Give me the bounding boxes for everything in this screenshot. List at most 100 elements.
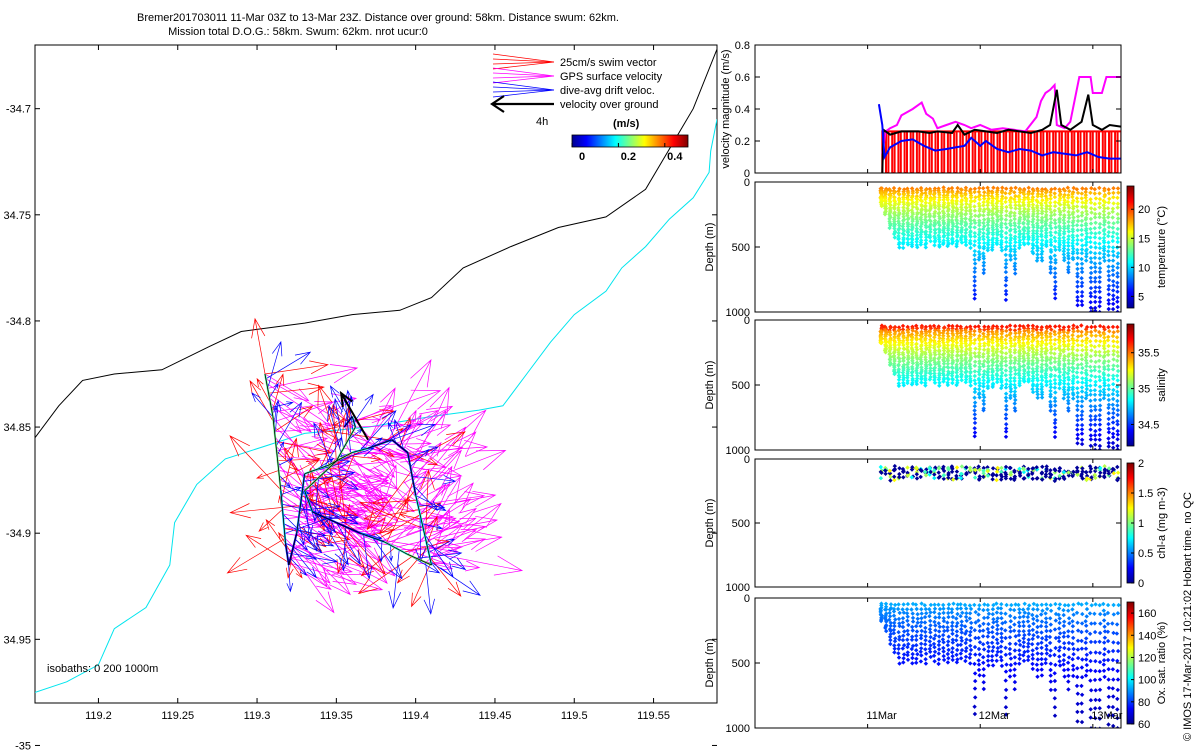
profile-point: [986, 193, 991, 198]
profile-point: [919, 641, 924, 646]
profile-point: [1039, 327, 1044, 332]
profile-point: [891, 606, 897, 612]
profile-point: [946, 467, 951, 472]
profile-point: [1008, 235, 1014, 241]
profile-point: [1026, 345, 1031, 351]
profile-point: [927, 340, 932, 345]
profile-point: [1080, 466, 1085, 471]
profile-point: [1097, 191, 1102, 196]
profile-point: [941, 473, 946, 478]
profile-point: [986, 644, 991, 650]
profile-point: [1039, 602, 1044, 607]
profile-point: [1101, 372, 1107, 377]
gps-vector: [311, 484, 348, 501]
profile-point: [1110, 215, 1115, 220]
profile-point: [1088, 226, 1093, 232]
profile-point: [915, 211, 920, 217]
profile-point: [1115, 309, 1120, 312]
profile-point: [878, 464, 883, 470]
profile-point: [905, 365, 910, 370]
profile-point: [941, 640, 946, 645]
profile-point: [892, 623, 897, 629]
profile-point: [1052, 356, 1058, 361]
profile-point: [976, 658, 981, 663]
profile-point: [937, 368, 942, 373]
profile-point: [914, 329, 919, 334]
track-outline: [343, 416, 353, 428]
profile-point: [1039, 189, 1045, 194]
profile-point: [945, 625, 950, 630]
profile-point: [1088, 190, 1093, 195]
gps-vector: [386, 517, 457, 544]
profile-point: [1071, 323, 1076, 328]
profile-point: [985, 235, 990, 240]
drift-vectors: [251, 340, 481, 615]
profile-point: [941, 653, 946, 659]
profile-point: [989, 658, 995, 663]
profile-point: [1003, 669, 1009, 674]
profile-point: [1017, 638, 1022, 643]
profile-point: [937, 380, 942, 385]
profile-point: [977, 229, 982, 235]
profile-point: [883, 468, 888, 473]
profile-point: [1048, 385, 1053, 390]
profile-point: [1102, 194, 1107, 199]
profile-point: [1043, 214, 1049, 220]
profile-point: [972, 671, 978, 676]
profile-point: [1088, 270, 1094, 276]
profile-point: [893, 636, 898, 641]
profile-point: [1035, 641, 1041, 647]
profile-point: [1030, 237, 1036, 243]
profile-point: [949, 373, 955, 378]
velocity-series: [881, 76, 1121, 154]
profile-point: [1106, 383, 1111, 388]
profile-point: [1074, 187, 1080, 192]
map-x-tick-label: 119.25: [161, 710, 194, 722]
profile-point: [1017, 652, 1022, 657]
track-outline: [407, 452, 417, 496]
map-y-tick-label: -34.7: [6, 104, 31, 116]
profile-point: [1062, 363, 1067, 369]
profile-point: [999, 324, 1005, 329]
profile-point: [888, 623, 893, 629]
profile-point: [981, 621, 986, 626]
profile-point: [1115, 398, 1120, 404]
profile-point: [914, 202, 919, 207]
profile-point: [999, 350, 1005, 355]
profile-point: [1026, 466, 1031, 472]
profile-point: [1111, 382, 1116, 387]
profile-point: [883, 625, 888, 631]
profile-point: [976, 392, 982, 397]
profile-point: [1079, 370, 1084, 375]
profile-point: [1088, 422, 1093, 427]
profile-point: [1062, 389, 1067, 395]
profile-point: [1053, 257, 1058, 263]
profile-point: [887, 360, 893, 365]
legend-swatch: [492, 67, 555, 84]
profile-point: [1075, 294, 1080, 300]
profile-point: [1021, 353, 1026, 359]
legend-label: velocity over ground: [560, 99, 658, 111]
profile-point: [1097, 285, 1102, 290]
profile-point: [1035, 634, 1041, 640]
drift-vector: [275, 401, 303, 447]
profile-point: [945, 651, 950, 657]
profile-point: [1070, 369, 1076, 374]
profile-point: [1092, 621, 1097, 626]
profile-point: [1075, 422, 1080, 428]
profile-point: [1097, 185, 1102, 191]
profile-point: [963, 352, 968, 357]
profile-point: [1071, 667, 1076, 672]
profile-point: [1106, 215, 1111, 220]
profile-point: [1070, 344, 1076, 349]
profile-point: [896, 230, 901, 236]
profile-point: [896, 655, 902, 660]
profile-point: [1106, 334, 1111, 340]
profile-point: [1053, 230, 1058, 235]
profile-point: [1003, 261, 1009, 267]
profile-point: [954, 465, 960, 470]
profile-point: [932, 619, 937, 625]
profile-point: [1093, 211, 1098, 217]
profile-point: [914, 370, 920, 376]
profile-point: [1070, 200, 1075, 206]
